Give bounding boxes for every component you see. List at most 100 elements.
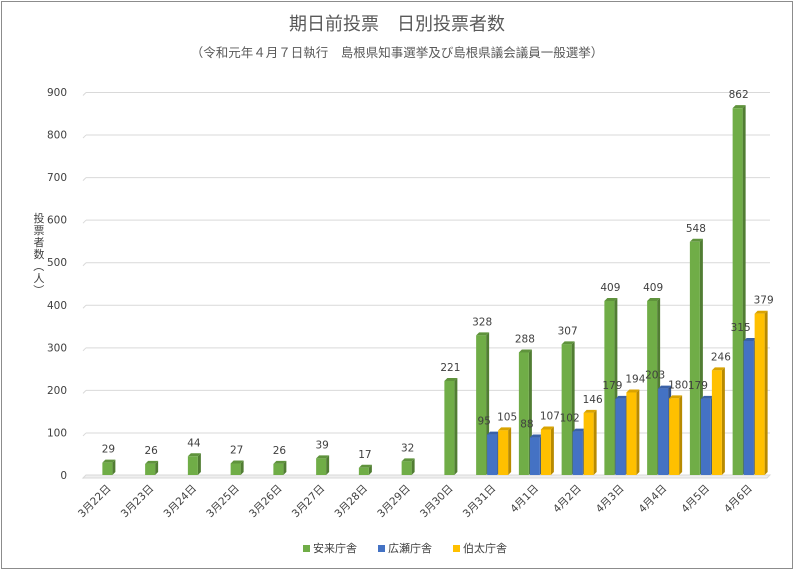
bar-伯太庁舎-4月6日 <box>754 310 768 475</box>
bar-front <box>626 392 637 475</box>
bar-top <box>476 332 490 336</box>
data-label: 194 <box>625 373 645 385</box>
bar-top <box>358 464 372 468</box>
y-tick-label: 900 <box>47 87 67 99</box>
y-axis-label-char: 人 <box>34 272 45 285</box>
bar-top <box>561 341 575 345</box>
data-label: 288 <box>515 333 535 345</box>
data-label: 39 <box>315 439 328 451</box>
bar-top <box>273 460 287 464</box>
y-tick-label: 200 <box>47 385 67 397</box>
bar-伯太庁舎-4月5日 <box>711 367 725 475</box>
bar-side <box>112 459 116 475</box>
x-tick-label: 4月3日 <box>594 483 627 516</box>
plot-floor <box>81 474 772 479</box>
legend-label: 安来庁舎 <box>313 541 357 555</box>
bar-side <box>155 460 159 475</box>
bar-top <box>145 460 159 464</box>
y-axis-label-char: 者 <box>34 236 45 249</box>
data-label: 221 <box>440 362 460 374</box>
bar-side <box>721 367 725 475</box>
y-tick-label: 300 <box>47 342 67 354</box>
x-tick-label: 4月6日 <box>722 483 755 516</box>
x-tick-label: 3月28日 <box>332 483 370 521</box>
data-label: 88 <box>520 419 533 431</box>
bar-side <box>197 453 201 475</box>
bar-top <box>444 377 458 381</box>
x-tick-label: 4月2日 <box>551 483 584 516</box>
bar-top <box>615 395 629 399</box>
bar-front <box>743 340 754 475</box>
legend-item: 安来庁舎 <box>303 541 357 555</box>
bar-top <box>647 297 661 301</box>
y-tick-label: 700 <box>47 172 67 184</box>
y-axis-label-char: 票 <box>34 224 45 237</box>
bar-top <box>700 395 714 399</box>
bar-top <box>316 455 330 459</box>
y-tick-label: 800 <box>47 130 67 142</box>
data-label: 862 <box>729 89 749 101</box>
bar-front <box>658 388 669 475</box>
bar-top <box>732 105 746 109</box>
data-label: 29 <box>102 444 115 456</box>
data-label: 379 <box>754 295 774 307</box>
x-tick-label: 4月4日 <box>636 483 669 516</box>
bar-top <box>711 367 725 371</box>
bar-front <box>444 380 455 475</box>
bar-side <box>764 310 768 475</box>
bar-top <box>626 389 640 393</box>
bar-top <box>487 431 501 435</box>
bar-安来庁舎-3月25日 <box>230 460 244 475</box>
data-label: 26 <box>144 445 158 457</box>
bar-side <box>454 377 458 475</box>
y-tick-label: 100 <box>47 427 67 439</box>
data-label: 105 <box>497 411 517 423</box>
data-label: 27 <box>230 445 243 457</box>
bar-top <box>401 458 415 462</box>
bar-安来庁舎-3月23日 <box>145 460 159 475</box>
data-label: 409 <box>643 282 663 294</box>
bar-top <box>498 427 512 431</box>
bar-front <box>711 370 722 475</box>
bar-front <box>754 313 765 475</box>
bar-安来庁舎-3月26日 <box>273 460 287 475</box>
gridline-depth <box>82 177 87 181</box>
bar-伯太庁舎-4月1日 <box>540 426 554 475</box>
bar-front <box>187 456 198 475</box>
x-tick-label: 3月25日 <box>204 483 242 521</box>
legend-item: 広瀬庁舎 <box>378 541 432 555</box>
data-label: 26 <box>273 445 287 457</box>
data-label: 102 <box>560 413 580 425</box>
data-label: 107 <box>540 410 560 422</box>
data-label: 328 <box>472 316 492 328</box>
bar-side <box>368 464 372 475</box>
gridline-depth <box>82 432 87 437</box>
x-tick-label: 3月27日 <box>290 483 328 521</box>
y-axis-label-char: 数 <box>34 248 45 261</box>
x-tick-label: 3月31日 <box>461 483 499 521</box>
bar-side <box>411 458 415 475</box>
bar-伯太庁舎-4月3日 <box>626 389 640 475</box>
bar-front <box>358 467 369 475</box>
gridline-depth <box>82 92 87 96</box>
bar-top <box>518 349 532 353</box>
legend-swatch <box>378 545 385 552</box>
data-label: 17 <box>358 449 371 461</box>
bar-front <box>230 463 241 475</box>
bar-front <box>700 398 711 475</box>
bar-front <box>518 352 529 475</box>
bar-front <box>732 108 743 475</box>
bar-side <box>679 395 683 475</box>
bar-front <box>540 429 551 475</box>
bar-安来庁舎-3月30日 <box>444 377 458 475</box>
legend-swatch <box>453 545 460 552</box>
x-tick-label: 3月26日 <box>247 483 285 521</box>
y-axis-label: 投票者数（人） <box>32 211 45 296</box>
gridline-depth <box>82 134 87 139</box>
y-tick-label: 500 <box>47 257 67 269</box>
gridline-depth <box>82 262 87 267</box>
x-axis-ticks: 3月22日 3月23日 3月24日 3月25日 3月26日 3月27日 3月28日 3月29日… <box>76 483 755 521</box>
bar-side <box>240 460 244 475</box>
data-label: 180 <box>668 379 688 391</box>
bar-front <box>487 434 498 475</box>
